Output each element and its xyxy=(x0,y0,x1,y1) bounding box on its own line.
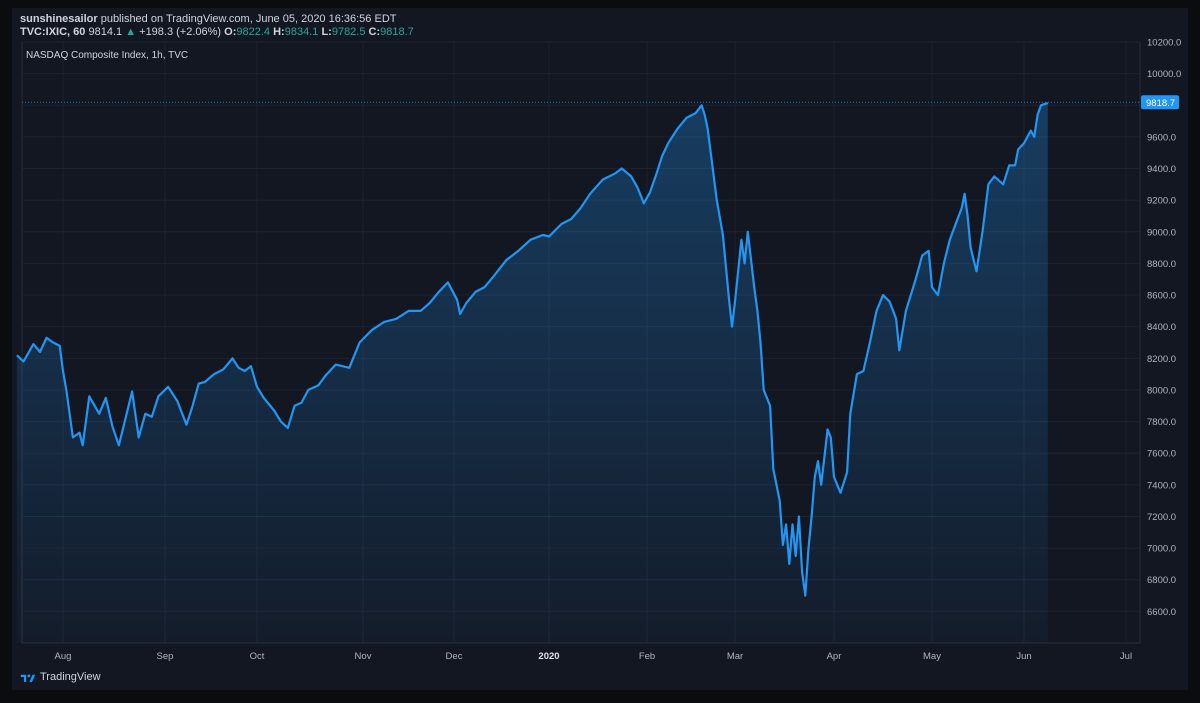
x-tick-label: Mar xyxy=(727,651,743,662)
y-tick-label: 9200.0 xyxy=(1147,196,1176,207)
last-price-badge-text: 9818.7 xyxy=(1146,98,1175,109)
x-tick-label: Jun xyxy=(1016,651,1031,662)
author-name[interactable]: sunshinesailor xyxy=(20,13,98,25)
up-arrow-icon: ▲ xyxy=(125,26,137,38)
y-tick-label: 7600.0 xyxy=(1147,449,1176,460)
x-tick-label: Aug xyxy=(55,651,72,662)
y-tick-label: 6800.0 xyxy=(1147,575,1176,586)
close-label: C: xyxy=(368,26,381,38)
open-label: O: xyxy=(224,26,237,38)
change-value: +198.3 (+2.06%) xyxy=(139,26,222,38)
y-tick-label: 7200.0 xyxy=(1147,512,1176,523)
x-tick-label: 2020 xyxy=(538,651,559,662)
y-tick-label: 10200.0 xyxy=(1147,38,1181,49)
y-tick-label: 8200.0 xyxy=(1147,354,1176,365)
y-tick-label: 8800.0 xyxy=(1147,259,1176,270)
price-area-fill xyxy=(16,103,1048,643)
close-value: 9818.7 xyxy=(380,26,414,38)
last-price-badge: 9818.7 xyxy=(1141,95,1179,110)
x-tick-label: May xyxy=(923,651,941,662)
open-value: 9822.4 xyxy=(236,26,271,38)
high-label: H: xyxy=(273,26,285,38)
y-tick-label: 7400.0 xyxy=(1147,480,1176,491)
chart-title: NASDAQ Composite Index, 1h, TVC xyxy=(26,50,189,61)
y-tick-label: 8600.0 xyxy=(1147,291,1176,302)
x-tick-label: Sep xyxy=(157,651,174,662)
ohlc-legend: TVC:IXIC, 60 9814.1 ▲ +198.3 (+2.06%) O:… xyxy=(20,26,414,38)
publish-info: sunshinesailor published on TradingView.… xyxy=(20,13,396,25)
tradingview-brand: TradingView xyxy=(40,671,101,683)
tradingview-icon xyxy=(20,673,36,682)
high-value: 9834.1 xyxy=(284,26,319,38)
y-tick-label: 9400.0 xyxy=(1147,164,1176,175)
x-axis: Aug Sep Oct Nov Dec 2020 Feb Mar Apr May Jun Jul xyxy=(55,651,1133,662)
last-price-badge-bg xyxy=(1141,95,1179,110)
x-tick-label: Feb xyxy=(639,651,655,662)
tradingview-logo[interactable]: TradingView xyxy=(20,671,101,683)
last-value: 9814.1 xyxy=(88,26,123,38)
y-tick-label: 8000.0 xyxy=(1147,385,1176,396)
y-tick-label: 9600.0 xyxy=(1147,132,1176,143)
y-tick-label: 6600.0 xyxy=(1147,607,1176,618)
y-tick-label: 8400.0 xyxy=(1147,322,1176,333)
y-tick-label: 10000.0 xyxy=(1147,69,1181,80)
y-tick-label: 9000.0 xyxy=(1147,227,1176,238)
x-tick-label: Jul xyxy=(1120,651,1132,662)
y-axis[interactable]: 6600.0 6800.0 7000.0 7200.0 7400.0 7600.0 7800… xyxy=(1147,38,1181,618)
published-text: published on TradingView.com, June 05, 2… xyxy=(100,13,397,25)
price-line xyxy=(16,101,1049,597)
y-tick-label: 7800.0 xyxy=(1147,417,1176,428)
low-label: L: xyxy=(321,26,332,38)
x-tick-label: Nov xyxy=(355,651,372,662)
x-tick-label: Dec xyxy=(446,651,463,662)
y-tick-label: 7000.0 xyxy=(1147,544,1176,555)
low-value: 9782.5 xyxy=(331,26,366,38)
symbol-label[interactable]: TVC:IXIC, 60 xyxy=(20,26,86,38)
x-tick-label: Apr xyxy=(827,651,842,662)
x-tick-label: Oct xyxy=(250,651,265,662)
